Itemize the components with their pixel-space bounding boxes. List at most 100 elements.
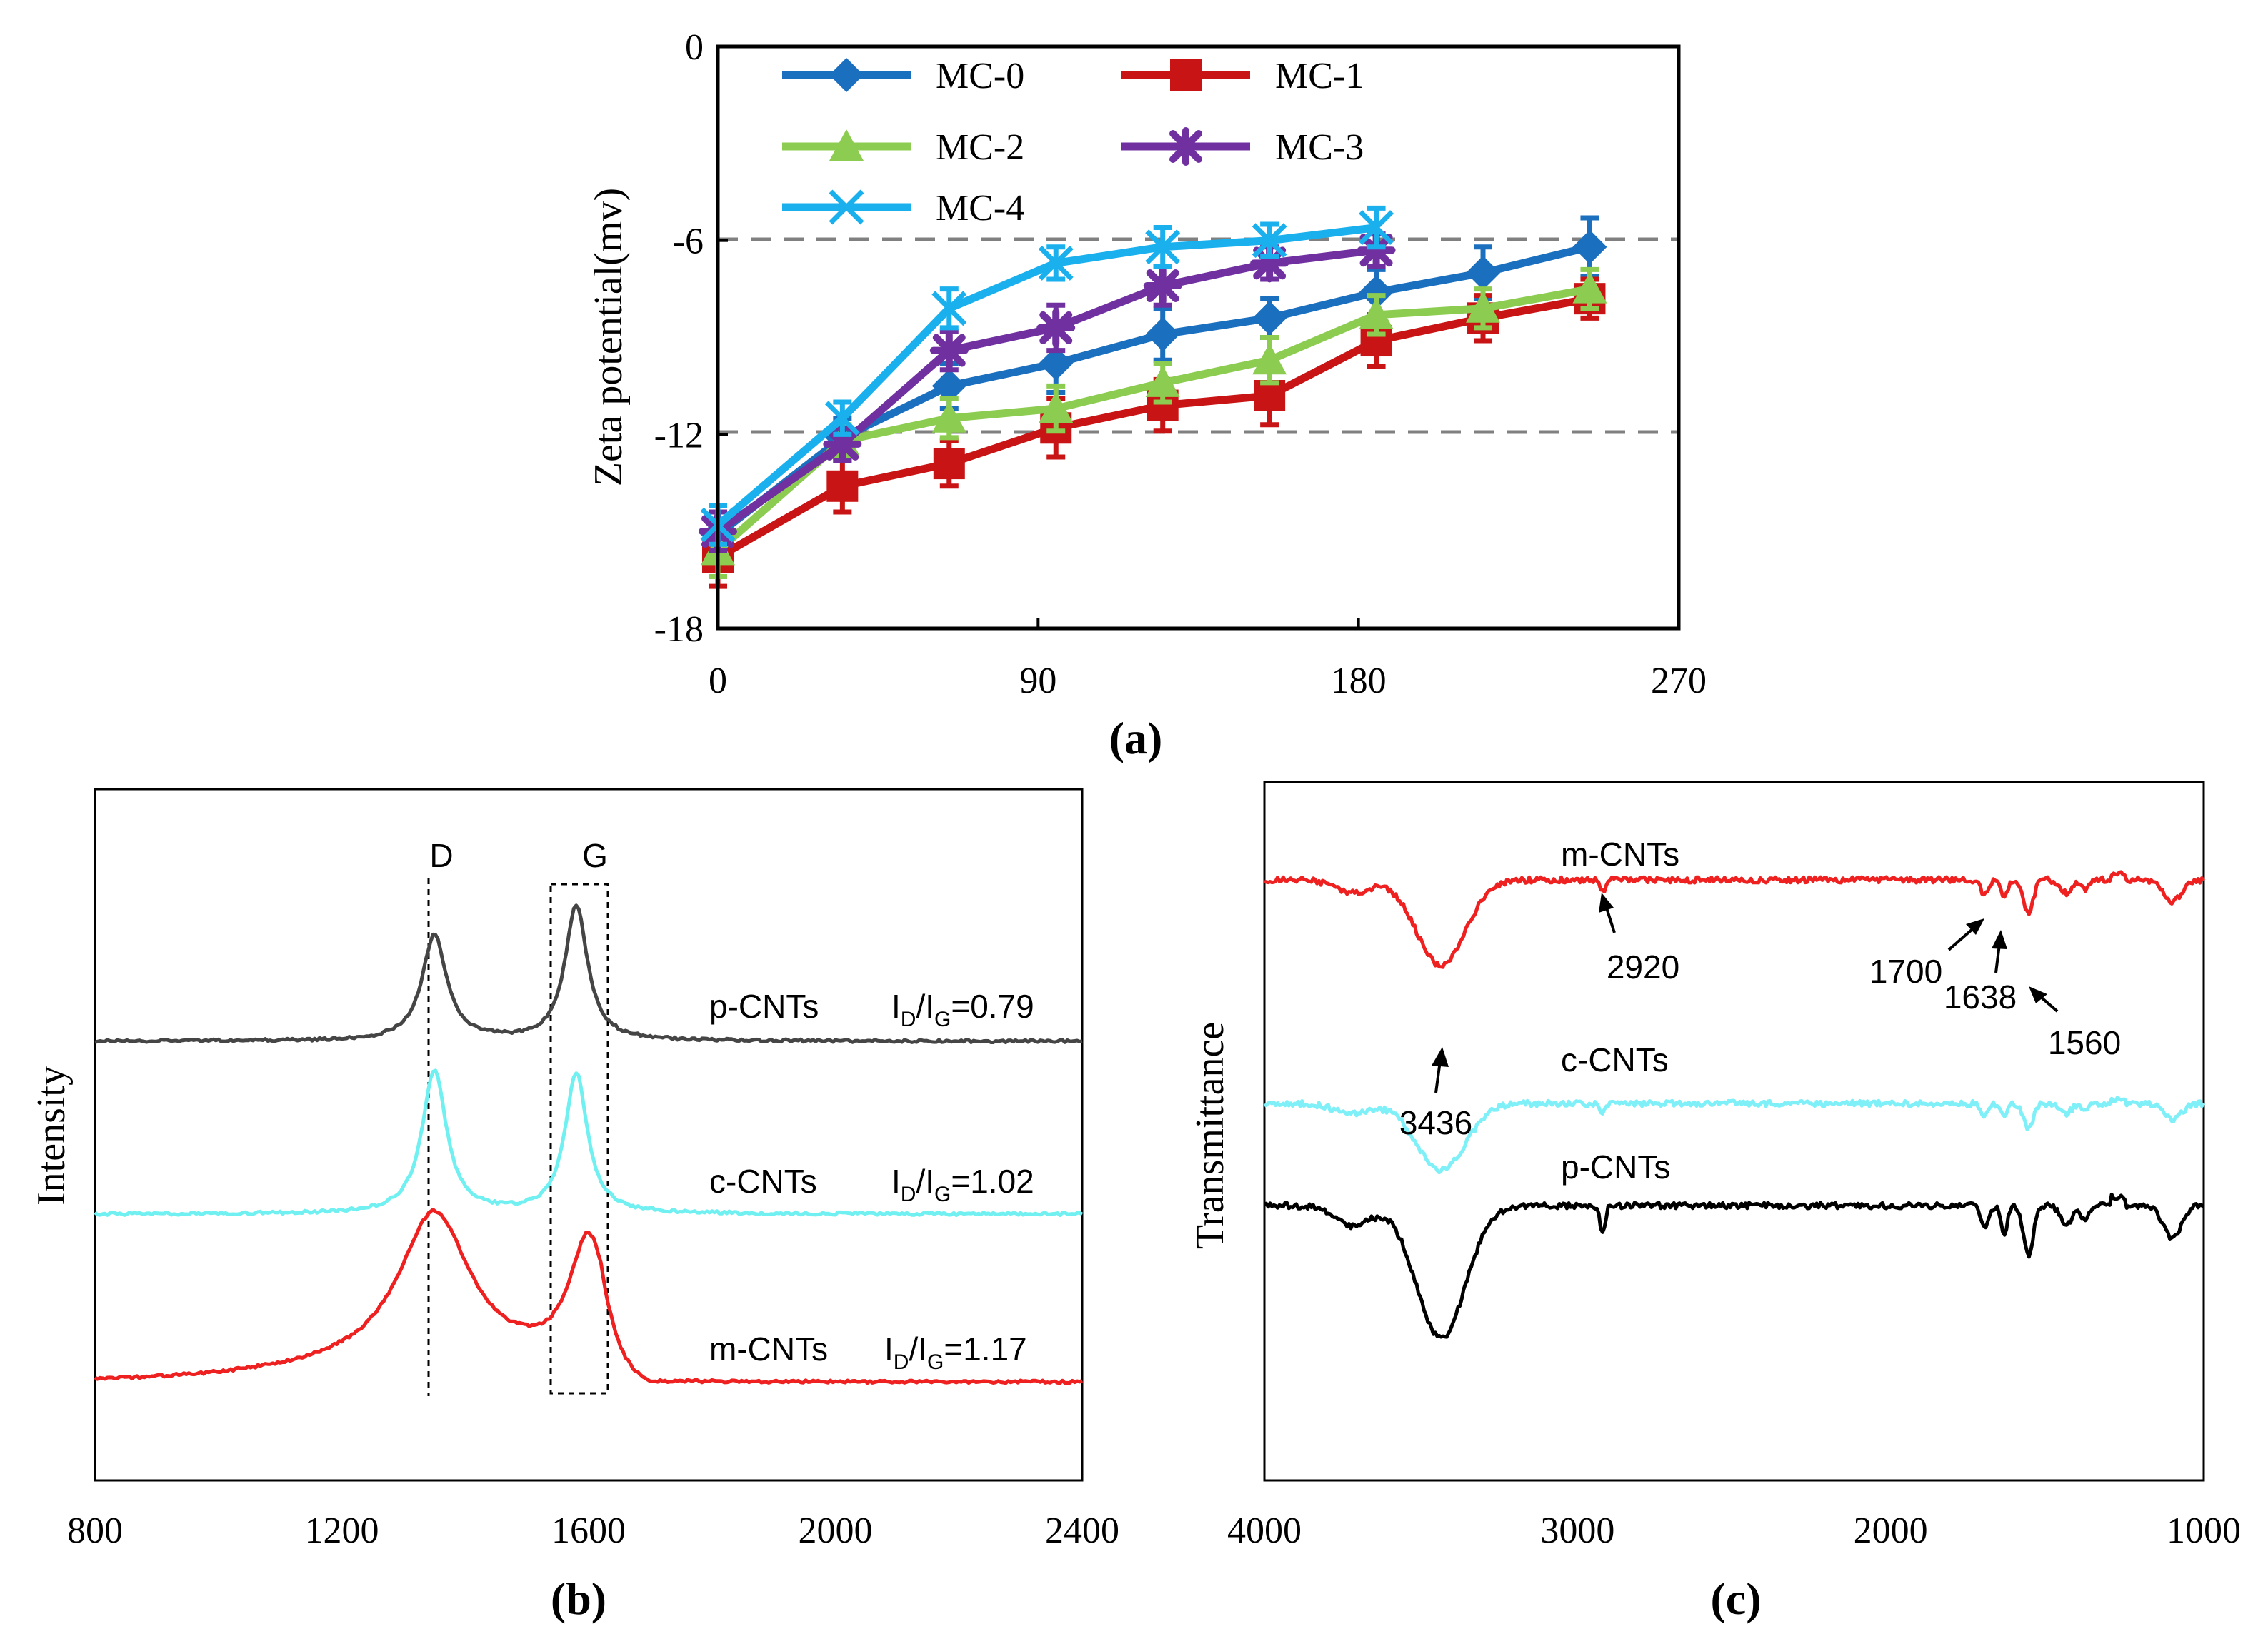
x-tick-label: 270 xyxy=(1651,661,1707,701)
panel-b-series-group xyxy=(94,903,1084,1385)
arrowhead-icon xyxy=(1992,930,2007,949)
y-tick-label: -18 xyxy=(654,609,704,650)
x-tick-label: 2400 xyxy=(1045,1510,1119,1551)
data-point-mc-2 xyxy=(1359,297,1394,329)
legend-label: MC-3 xyxy=(1275,127,1364,168)
ratio-label-m-cnts: ID/IG=1.17 xyxy=(884,1330,1027,1374)
legend-marker-mc-1 xyxy=(1170,59,1202,91)
data-point-mc-4-stroke xyxy=(931,291,967,326)
arrowhead-icon xyxy=(1599,893,1614,913)
data-point-mc-0 xyxy=(931,369,966,404)
data-point-mc-3 xyxy=(929,331,969,370)
legend-marker-mc-4-stroke xyxy=(829,189,864,225)
ir-label-p-cnts: p-CNTs xyxy=(1561,1148,1670,1186)
x-tick-label: 180 xyxy=(1331,661,1387,701)
panel-c-series-group xyxy=(1263,870,2206,1339)
data-point-mc-4 xyxy=(931,291,967,326)
legend-label: MC-1 xyxy=(1275,56,1364,96)
x-tick-label: 1200 xyxy=(305,1510,379,1551)
panel-b-plot-frame xyxy=(94,788,1084,1482)
ir-line-p-cnts xyxy=(1263,1192,2205,1339)
panel-c: m-CNTs c-CNTs p-CNTs 3436 2920 1700 1638… xyxy=(1188,781,2241,1624)
x-tick-label: 1600 xyxy=(551,1510,626,1551)
series-label-c-cnts: c-CNTs xyxy=(709,1163,817,1200)
data-point-mc-0 xyxy=(1572,229,1607,264)
legend-marker-mc-0 xyxy=(829,58,864,92)
arrowhead-icon xyxy=(1432,1047,1449,1067)
panel-c-y-axis-label: Transmittance xyxy=(1188,1022,1232,1249)
ratio-label-p-cnts: ID/IG=0.79 xyxy=(891,988,1034,1031)
ir-label-c-cnts: c-CNTs xyxy=(1561,1041,1669,1078)
legend-marker-mc-3 xyxy=(1167,127,1205,166)
x-tick-label: 1000 xyxy=(2167,1510,2241,1551)
legend-marker-mc-2 xyxy=(829,129,864,161)
panel-a-series-group xyxy=(699,205,1607,589)
y-tick-label: -6 xyxy=(673,221,704,262)
x-tick-label: 2000 xyxy=(799,1510,873,1551)
raman-line-m-cnts xyxy=(94,1208,1084,1385)
legend-item-mc-2: MC-2 xyxy=(782,127,1024,168)
data-point-mc-0 xyxy=(1039,346,1074,381)
panel-c-label: (c) xyxy=(1710,1573,1761,1624)
data-point-mc-4 xyxy=(824,401,860,436)
annotation-text-1638: 1638 xyxy=(1944,978,2017,1016)
legend-label: MC-0 xyxy=(936,56,1024,96)
data-point-mc-2 xyxy=(1145,365,1180,397)
data-point-mc-2 xyxy=(1252,343,1287,375)
data-point-mc-0 xyxy=(1359,275,1394,310)
x-tick-label: 0 xyxy=(709,661,727,701)
data-point-mc-2 xyxy=(1039,391,1074,423)
data-point-mc-1 xyxy=(933,448,965,480)
ir-label-m-cnts: m-CNTs xyxy=(1561,836,1679,873)
data-point-mc-4-stroke xyxy=(824,401,860,436)
annotation-text-2920: 2920 xyxy=(1607,948,1679,986)
ratio-label-c-cnts: ID/IG=1.02 xyxy=(891,1163,1034,1206)
y-tick-label: 0 xyxy=(685,27,704,68)
panel-c-plot-frame xyxy=(1263,781,2205,1482)
data-point-mc-2 xyxy=(1466,291,1501,323)
annotation-3436: 3436 xyxy=(1399,1047,1472,1141)
panel-b: D G p-CNTs ID/IG=0.79 c-CNTs ID/IG=1.02 … xyxy=(29,788,1119,1624)
annotation-1560: 1560 xyxy=(2029,986,2121,1061)
data-point-mc-4-stroke xyxy=(1359,210,1394,246)
y-tick-label: -12 xyxy=(654,415,704,456)
data-point-mc-4 xyxy=(1145,229,1181,265)
legend-item-mc-0: MC-0 xyxy=(782,56,1024,96)
panel-b-y-axis-label: Intensity xyxy=(29,1066,74,1206)
x-tick-label: 2000 xyxy=(1854,1510,1928,1551)
panel-a-label: (a) xyxy=(1109,713,1163,763)
panel-c-ticks: 4000 3000 2000 1000 xyxy=(1227,1510,2241,1551)
panel-a-y-axis-label: Zeta potential(mv) xyxy=(586,188,631,486)
annotation-text-3436: 3436 xyxy=(1399,1104,1472,1141)
raman-line-c-cnts xyxy=(94,1068,1084,1218)
data-point-mc-2 xyxy=(931,401,966,433)
annotation-1700: 1700 xyxy=(1869,918,1984,990)
x-tick-label: 800 xyxy=(67,1510,123,1551)
ir-line-c-cnts xyxy=(1263,1096,2206,1175)
x-tick-label: 90 xyxy=(1019,661,1056,701)
data-point-mc-4-stroke xyxy=(1145,229,1181,265)
legend-label: MC-4 xyxy=(936,188,1024,229)
data-point-mc-3 xyxy=(1143,266,1182,306)
series-label-p-cnts: p-CNTs xyxy=(709,988,819,1025)
x-tick-label: 4000 xyxy=(1227,1510,1302,1551)
legend-item-mc-4: MC-4 xyxy=(782,188,1024,229)
data-point-mc-4 xyxy=(1359,210,1394,246)
data-point-mc-2 xyxy=(1572,271,1607,304)
arrowhead-icon xyxy=(2029,986,2047,1003)
g-band-box xyxy=(549,883,609,1395)
panel-a-legend: MC-0 MC-1 MC-2 MC-3 MC-4 xyxy=(782,56,1364,229)
data-point-mc-0 xyxy=(1466,255,1501,290)
series-mc-4 xyxy=(700,205,1394,547)
g-band-label: G xyxy=(582,837,608,874)
annotation-text-1560: 1560 xyxy=(2048,1024,2121,1061)
panel-a-plot-frame xyxy=(716,44,1681,631)
data-point-mc-4-stroke xyxy=(1252,223,1287,259)
d-band-label: D xyxy=(429,837,453,874)
raman-line-p-cnts xyxy=(94,903,1083,1044)
legend-item-mc-1: MC-1 xyxy=(1121,56,1364,96)
data-point-mc-1 xyxy=(826,470,859,502)
data-point-mc-0 xyxy=(1252,301,1287,336)
